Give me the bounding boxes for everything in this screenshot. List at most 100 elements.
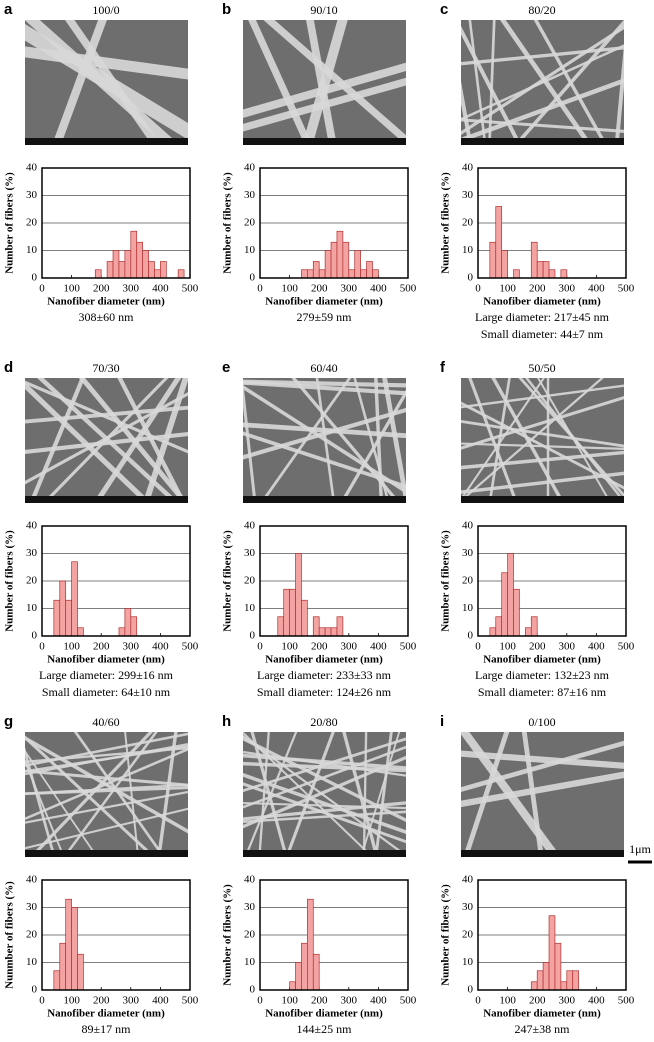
- sem-image: [243, 378, 406, 503]
- bar: [336, 230, 344, 279]
- y-axis-label: Number of fibers (%): [440, 172, 452, 274]
- panel-label: e: [222, 359, 230, 376]
- y-tick-label: 30: [26, 189, 38, 201]
- x-tick-label: 400: [152, 283, 169, 295]
- bar: [124, 608, 132, 637]
- fiber: [243, 753, 406, 770]
- fiber: [315, 378, 336, 503]
- fiber: [36, 378, 180, 503]
- sem-image: [243, 20, 406, 145]
- x-tick-label: 300: [123, 283, 140, 295]
- x-tick-label: 500: [182, 995, 199, 1007]
- bar: [124, 250, 132, 279]
- fiber: [491, 378, 565, 503]
- bar: [77, 953, 84, 991]
- x-axis-label: Nanofiber diameter (nm): [483, 1008, 601, 1020]
- fiber: [461, 384, 624, 409]
- y-axis-label: Number of fibers (%): [4, 172, 16, 274]
- x-tick-label: 200: [529, 641, 546, 653]
- stat-note: Small diameter: 124±26 nm: [257, 685, 392, 699]
- x-axis-label: Nanofiber diameter (nm): [483, 296, 601, 308]
- fiber: [285, 732, 335, 857]
- x-tick-label: 500: [618, 995, 635, 1007]
- bar: [501, 250, 508, 279]
- sem-image: [243, 732, 406, 857]
- fiber: [25, 24, 188, 140]
- panel-label: g: [4, 713, 13, 730]
- bar: [342, 241, 350, 279]
- fiber: [243, 380, 406, 396]
- x-tick-label: 200: [311, 995, 328, 1007]
- bar: [542, 962, 550, 991]
- sem-image: [461, 20, 624, 145]
- y-tick-label: 40: [244, 874, 256, 886]
- stat-note: Large diameter: 132±23 nm: [475, 668, 610, 682]
- y-tick-label: 40: [462, 520, 474, 532]
- y-axis-label: Number of fibers (%): [440, 530, 452, 632]
- panel-label: h: [222, 713, 231, 730]
- bar: [118, 261, 126, 279]
- panel-label: c: [440, 1, 448, 18]
- fiber: [243, 772, 406, 834]
- fiber: [461, 46, 624, 66]
- bar: [324, 250, 332, 279]
- fiber: [461, 378, 546, 502]
- y-tick-label: 30: [26, 901, 38, 913]
- x-tick-label: 100: [63, 641, 80, 653]
- sem-image: [461, 732, 624, 857]
- y-tick-label: 30: [462, 189, 474, 201]
- bar: [295, 553, 302, 637]
- x-tick-label: 100: [281, 641, 298, 653]
- plot-frame: [477, 525, 627, 637]
- x-tick-label: 300: [559, 995, 576, 1007]
- x-tick-label: 0: [475, 995, 481, 1007]
- fiber: [461, 471, 624, 494]
- panel-label: b: [222, 1, 231, 18]
- y-axis-label: Nunmber of fibers (%): [4, 881, 16, 989]
- stat-note: 144±25 nm: [297, 1022, 353, 1036]
- y-tick-label: 10: [462, 602, 474, 614]
- stat-note: Large diameter: 233±33 nm: [257, 668, 392, 682]
- bar: [324, 627, 332, 637]
- bar: [566, 970, 574, 991]
- y-axis-label: Number of fibers (%): [440, 884, 452, 986]
- x-tick-label: 500: [182, 283, 199, 295]
- fiber: [25, 46, 188, 80]
- fiber: [28, 378, 86, 503]
- y-tick-label: 20: [244, 217, 256, 229]
- stat-note: 308±60 nm: [79, 310, 135, 324]
- panel-label: a: [4, 1, 13, 18]
- y-tick-label: 10: [244, 602, 256, 614]
- fiber: [25, 381, 152, 503]
- fiber: [461, 44, 624, 121]
- bar: [554, 942, 562, 991]
- x-tick-label: 300: [123, 641, 140, 653]
- stat-note: Large diameter: 299±16 nm: [39, 668, 174, 682]
- fiber: [243, 810, 406, 823]
- fiber: [461, 771, 624, 808]
- fiber: [51, 20, 107, 145]
- panel-title: 50/50: [528, 361, 555, 375]
- y-tick-label: 20: [462, 217, 474, 229]
- fiber: [243, 77, 406, 132]
- y-tick-label: 30: [244, 547, 256, 559]
- bar: [330, 241, 338, 279]
- fiber: [25, 745, 188, 773]
- panel-title: 100/0: [92, 3, 119, 17]
- plot-frame: [259, 525, 409, 637]
- fiber: [342, 732, 379, 857]
- y-tick-label: 20: [462, 575, 474, 587]
- x-tick-label: 200: [93, 641, 110, 653]
- sem-info-bar: [243, 496, 406, 503]
- x-tick-label: 500: [400, 995, 417, 1007]
- y-tick-label: 20: [26, 929, 38, 941]
- fiber: [518, 378, 624, 498]
- bar: [71, 907, 78, 991]
- y-tick-label: 40: [26, 162, 38, 174]
- x-tick-label: 100: [499, 283, 516, 295]
- y-tick-label: 40: [26, 874, 38, 886]
- sem-info-bar: [461, 850, 624, 857]
- fiber: [461, 740, 624, 792]
- bar: [301, 599, 308, 637]
- y-tick-label: 0: [250, 272, 256, 284]
